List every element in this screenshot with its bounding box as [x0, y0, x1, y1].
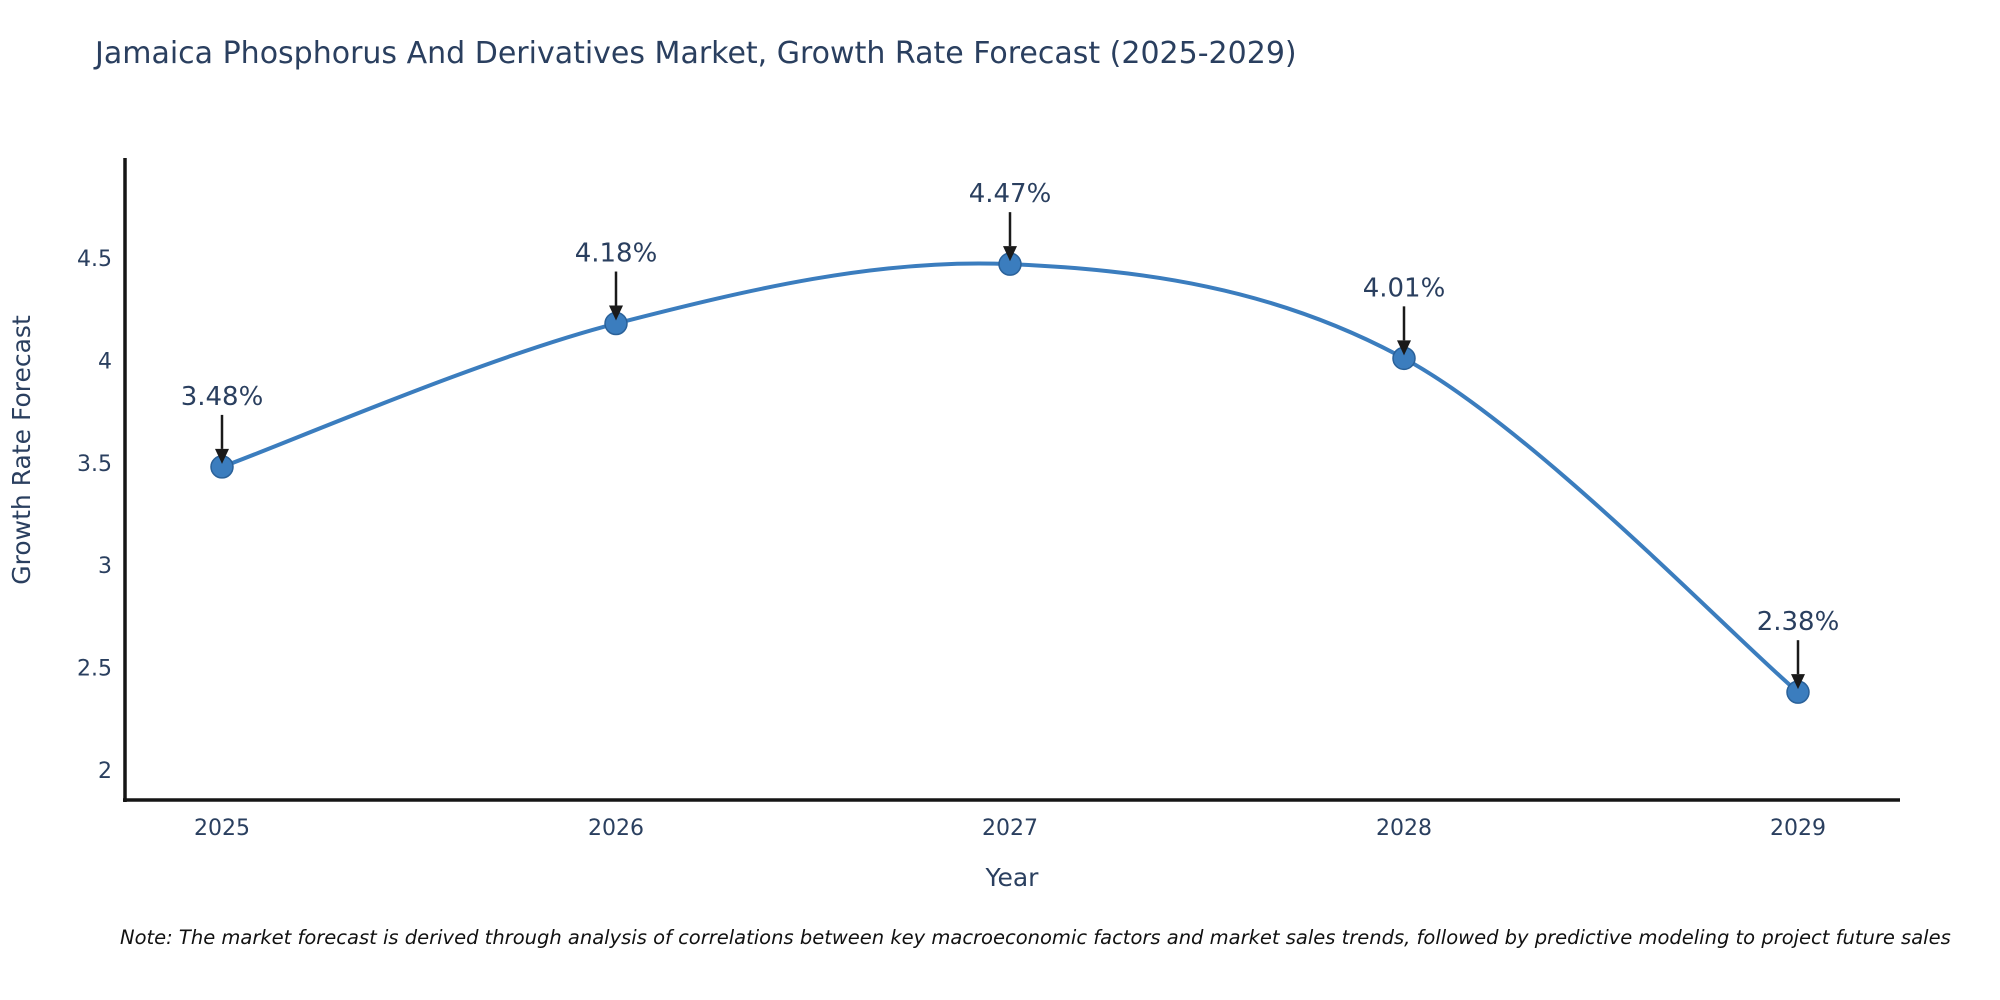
annotation-label: 4.18%	[575, 239, 658, 269]
y-tick-label: 4.5	[77, 247, 112, 272]
y-tick-label: 2	[98, 759, 112, 784]
y-tick-label: 3.5	[77, 452, 112, 477]
y-tick-label: 4	[98, 349, 112, 374]
annotation-arrow-head	[1397, 340, 1411, 356]
x-axis-title: Year	[985, 863, 1040, 892]
x-tick-label: 2027	[982, 816, 1038, 841]
x-tick-label: 2029	[1770, 816, 1826, 841]
annotation-arrow-head	[609, 305, 623, 321]
y-axis-title: Growth Rate Forecast	[7, 315, 36, 585]
annotation-label: 3.48%	[181, 382, 264, 412]
annotation-arrow-head	[1003, 246, 1017, 262]
annotation-label: 4.47%	[969, 179, 1052, 209]
x-tick-label: 2025	[194, 816, 250, 841]
x-tick-label: 2026	[588, 816, 644, 841]
trend-line	[220, 261, 1800, 695]
chart-footnote: Note: The market forecast is derived thr…	[120, 926, 1951, 949]
x-tick-label: 2028	[1376, 816, 1432, 841]
annotation-arrow-head	[215, 448, 229, 464]
y-tick-label: 3	[98, 554, 112, 579]
y-tick-label: 2.5	[77, 657, 112, 682]
annotation-label: 2.38%	[1757, 607, 1840, 637]
annotation-label: 4.01%	[1363, 273, 1446, 303]
annotation-arrow-head	[1791, 674, 1805, 690]
chart-title: Jamaica Phosphorus And Derivatives Marke…	[95, 36, 1297, 71]
